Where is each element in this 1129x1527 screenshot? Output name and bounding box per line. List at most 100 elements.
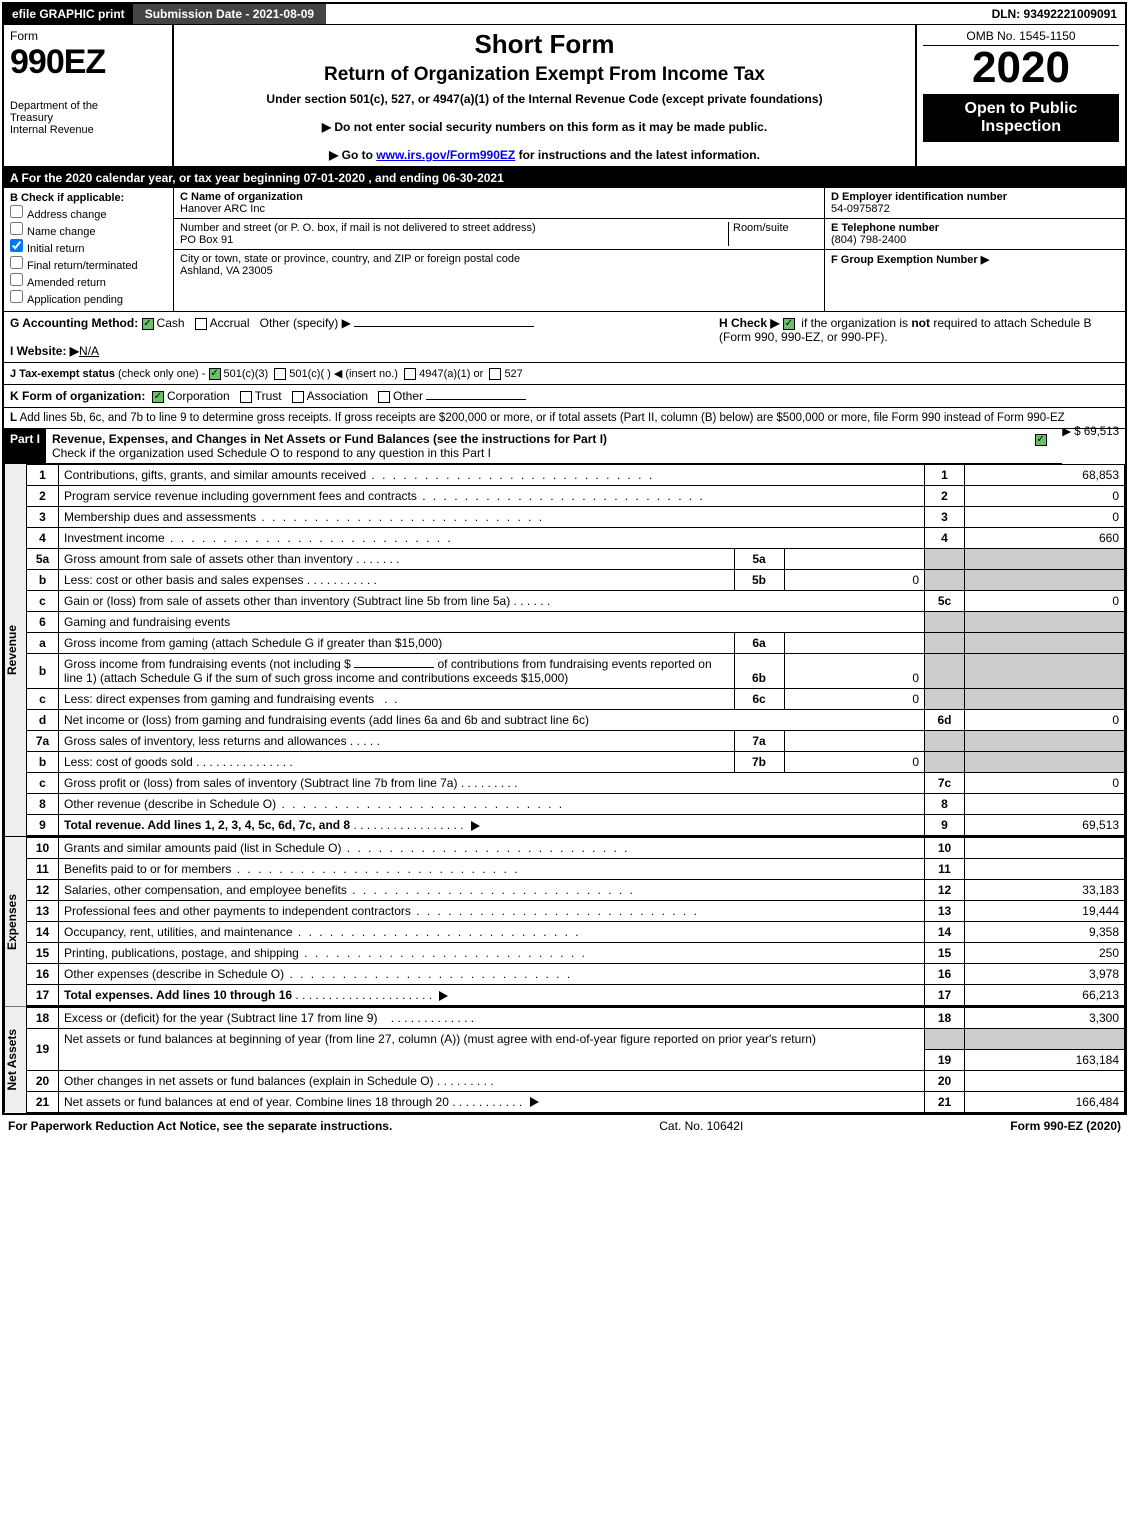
part1-sub: Check if the organization used Schedule … <box>52 446 491 460</box>
chk-schedule-b[interactable]: ✓ <box>783 318 795 330</box>
chk-trust[interactable] <box>240 391 252 403</box>
h-label: H Check ▶ <box>719 316 780 330</box>
j-4947: 4947(a)(1) or <box>419 368 483 380</box>
netassets-table: 18Excess or (deficit) for the year (Subt… <box>26 1007 1125 1113</box>
irs-link[interactable]: www.irs.gov/Form990EZ <box>376 148 515 162</box>
expenses-sidelabel: Expenses <box>4 837 26 1006</box>
ein: 54-0975872 <box>831 203 890 215</box>
other-org-input[interactable] <box>426 399 526 400</box>
j-label: J Tax-exempt status <box>10 368 115 380</box>
c-city-label: City or town, state or province, country… <box>180 253 520 265</box>
chk-address-change[interactable]: Address change <box>10 205 167 221</box>
form-id-block: Form 990EZ Department of the Treasury In… <box>4 25 174 166</box>
h-txt2: required to attach Schedule B <box>933 316 1091 330</box>
chk-corp[interactable]: ✓ <box>152 391 164 403</box>
arrow-icon <box>439 991 448 1001</box>
arrow-icon <box>530 1097 539 1107</box>
h-txt1: if the organization is <box>801 316 911 330</box>
form-990ez: efile GRAPHIC print Submission Date - 20… <box>2 2 1127 1115</box>
accrual-label: Accrual <box>210 316 250 330</box>
topbar: efile GRAPHIC print Submission Date - 20… <box>4 4 1125 25</box>
h-not: not <box>911 316 930 330</box>
other-label: Other (specify) ▶ <box>260 316 351 330</box>
chk-accrual[interactable] <box>195 318 207 330</box>
note2-suffix: for instructions and the latest informat… <box>515 148 760 162</box>
form-word: Form <box>10 29 166 43</box>
chk-final-return[interactable]: Final return/terminated <box>10 256 167 272</box>
title-block: Short Form Return of Organization Exempt… <box>174 25 915 166</box>
cash-label: Cash <box>157 316 185 330</box>
dept-line1: Department of the <box>10 100 166 112</box>
part1-title: Revenue, Expenses, and Changes in Net As… <box>46 429 1022 463</box>
part1-badge: Part I <box>4 429 46 463</box>
chk-name-change[interactable]: Name change <box>10 222 167 238</box>
k-trust: Trust <box>255 389 282 403</box>
g-label: G Accounting Method: <box>10 316 138 330</box>
chk-4947[interactable] <box>404 368 416 380</box>
revenue-section: Revenue 1Contributions, gifts, grants, a… <box>4 464 1125 837</box>
tax-year: 2020 <box>923 46 1119 90</box>
dept-line2: Treasury <box>10 112 166 124</box>
note2-prefix: ▶ Go to <box>329 148 376 162</box>
instructions-link-row: ▶ Go to www.irs.gov/Form990EZ for instru… <box>184 148 905 162</box>
j-501c: 501(c)( ) ◀ (insert no.) <box>289 368 398 380</box>
website: N/A <box>79 344 99 358</box>
form-header: Form 990EZ Department of the Treasury In… <box>4 25 1125 168</box>
chk-application-pending[interactable]: Application pending <box>10 290 167 306</box>
ssn-warning: ▶ Do not enter social security numbers o… <box>184 120 905 134</box>
revenue-sidelabel: Revenue <box>4 464 26 836</box>
chk-initial-return[interactable]: Initial return <box>10 239 167 255</box>
chk-assoc[interactable] <box>292 391 304 403</box>
form-title: Short Form <box>184 29 905 60</box>
row-j: J Tax-exempt status (check only one) - ✓… <box>4 363 1125 385</box>
cat-number: Cat. No. 10642I <box>392 1119 1010 1133</box>
d-label: D Employer identification number <box>831 191 1007 203</box>
f-label: F Group Exemption Number ▶ <box>831 254 989 266</box>
revenue-table: 1Contributions, gifts, grants, and simil… <box>26 464 1125 836</box>
open-to-public: Open to Public Inspection <box>923 94 1119 142</box>
chk-other[interactable] <box>378 391 390 403</box>
h-txt3: (Form 990, 990-EZ, or 990-PF). <box>719 330 888 344</box>
j-501c3: 501(c)(3) <box>224 368 269 380</box>
e-label: E Telephone number <box>831 222 939 234</box>
dept-line3: Internal Revenue <box>10 124 166 136</box>
other-input[interactable] <box>354 326 534 327</box>
chk-cash[interactable]: ✓ <box>142 318 154 330</box>
submission-date: Submission Date - 2021-08-09 <box>133 4 326 24</box>
chk-501c[interactable] <box>274 368 286 380</box>
l-text: Add lines 5b, 6c, and 7b to line 9 to de… <box>20 412 1065 424</box>
section-c: C Name of organization Hanover ARC Inc N… <box>174 188 825 311</box>
form-number: 990EZ <box>10 43 166 82</box>
i-label: I Website: ▶ <box>10 344 79 358</box>
form-page-ref: Form 990-EZ (2020) <box>1010 1119 1121 1133</box>
part1-header-row: Part I Revenue, Expenses, and Changes in… <box>4 429 1062 464</box>
k-assoc: Association <box>307 389 368 403</box>
form-subtitle: Return of Organization Exempt From Incom… <box>184 64 905 86</box>
row-k: K Form of organization: ✓Corporation Tru… <box>4 385 1125 408</box>
j-527: 527 <box>504 368 522 380</box>
chk-amended-return[interactable]: Amended return <box>10 273 167 289</box>
org-name: Hanover ARC Inc <box>180 203 265 215</box>
expenses-section: Expenses 10Grants and similar amounts pa… <box>4 837 1125 1007</box>
chk-527[interactable] <box>489 368 501 380</box>
c-street-label: Number and street (or P. O. box, if mail… <box>180 222 536 234</box>
chk-501c3[interactable]: ✓ <box>209 368 221 380</box>
k-other: Other <box>393 389 423 403</box>
arrow-icon <box>471 821 480 831</box>
chk-schedule-o[interactable]: ✓ <box>1035 434 1047 446</box>
j-txt: (check only one) - <box>118 368 205 380</box>
netassets-sidelabel: Net Assets <box>4 1007 26 1113</box>
tax-year-row: A For the 2020 calendar year, or tax yea… <box>4 168 1125 188</box>
c-name-label: C Name of organization <box>180 191 303 203</box>
section-de: D Employer identification number 54-0975… <box>825 188 1125 311</box>
expenses-table: 10Grants and similar amounts paid (list … <box>26 837 1125 1006</box>
form-subnote: Under section 501(c), 527, or 4947(a)(1)… <box>184 92 905 106</box>
org-street: PO Box 91 <box>180 234 233 246</box>
netassets-section: Net Assets 18Excess or (deficit) for the… <box>4 1007 1125 1113</box>
b-header: B Check if applicable: <box>10 192 124 204</box>
dln: DLN: 93492221009091 <box>984 4 1125 24</box>
right-block: OMB No. 1545-1150 2020 Open to Public In… <box>915 25 1125 166</box>
telephone: (804) 798-2400 <box>831 234 906 246</box>
k-label: K Form of organization: <box>10 389 145 403</box>
efile-print-button[interactable]: efile GRAPHIC print <box>4 4 133 24</box>
